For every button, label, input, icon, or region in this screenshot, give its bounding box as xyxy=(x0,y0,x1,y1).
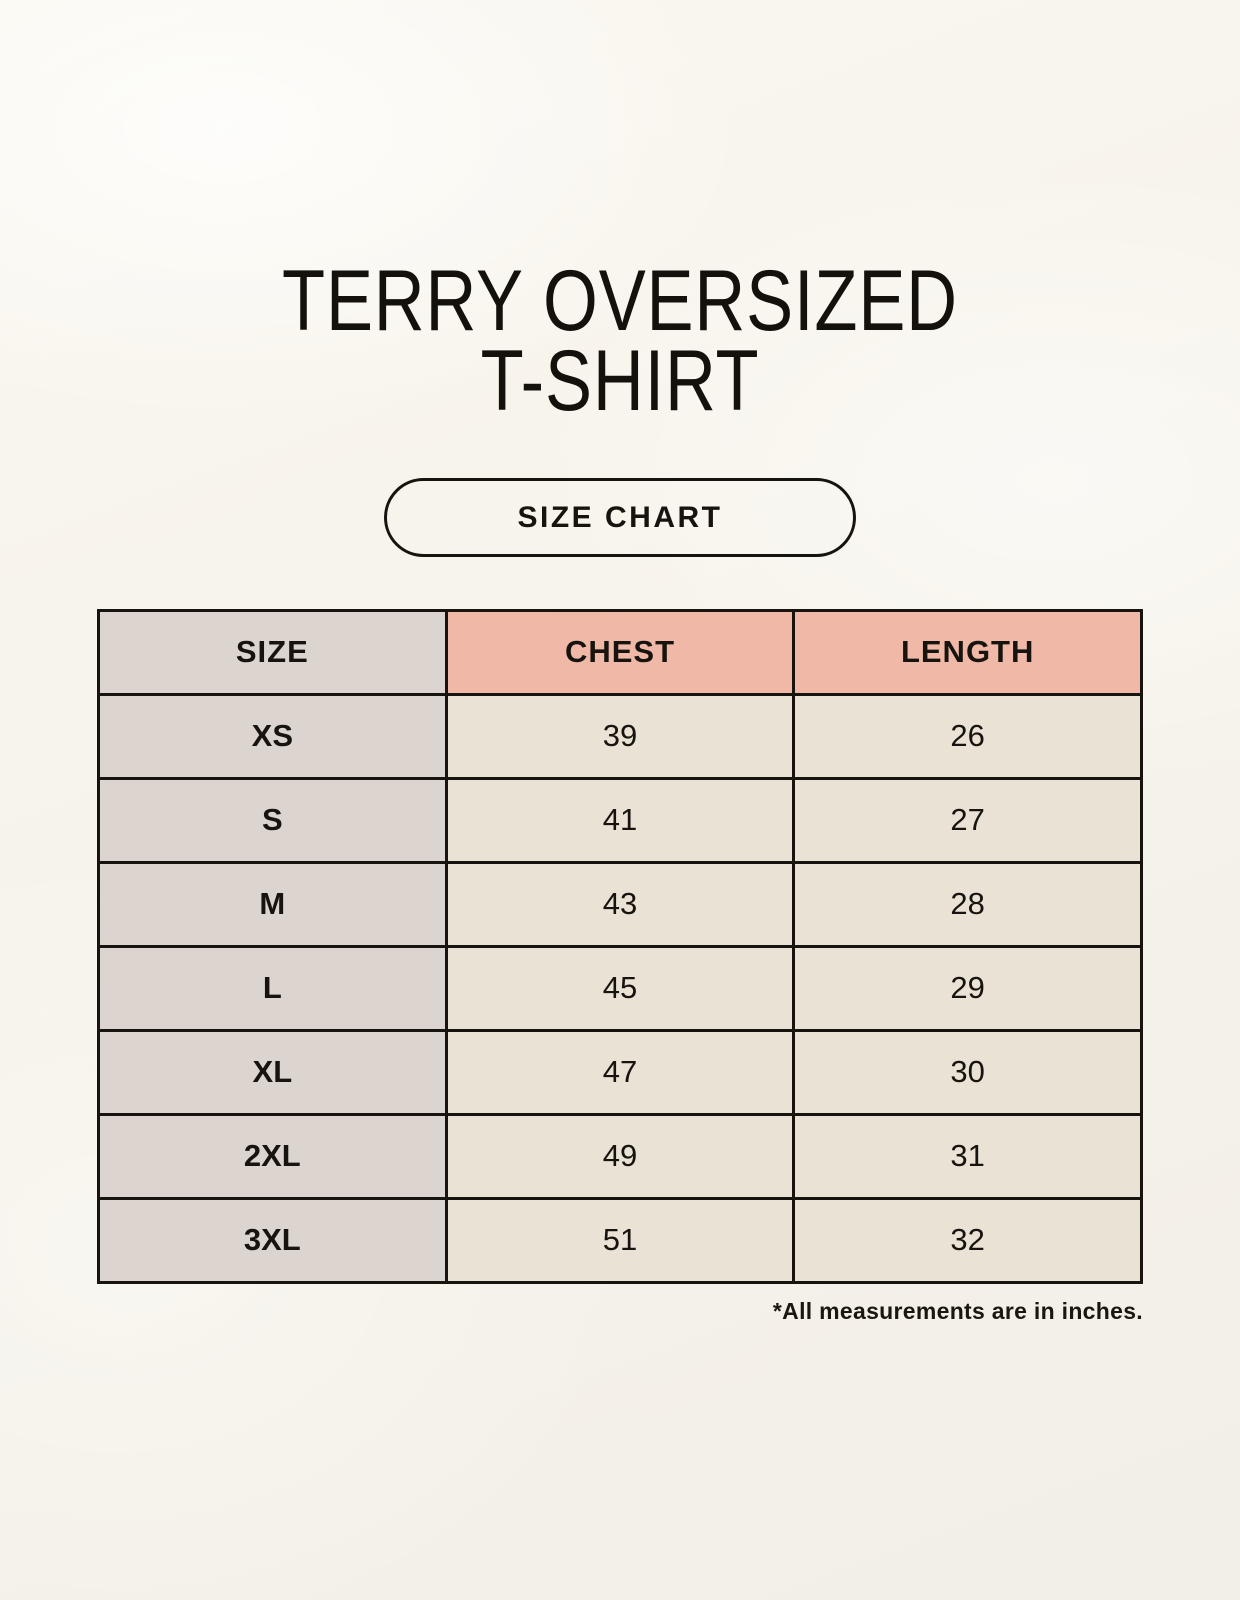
chest-value: 41 xyxy=(444,776,796,864)
page-title: TERRY OVERSIZED T-SHIRT xyxy=(112,253,1129,429)
size-label: L xyxy=(97,944,448,1032)
table-header-row: SIZE CHEST LENGTH xyxy=(97,608,1143,696)
chest-value: 47 xyxy=(444,1028,796,1116)
size-table: SIZE CHEST LENGTH XS 39 26 S 41 27 M 43 … xyxy=(97,608,1143,1284)
column-header-size: SIZE xyxy=(97,608,448,696)
size-label: S xyxy=(97,776,448,864)
size-label: M xyxy=(97,860,448,948)
table-row-s: S 41 27 xyxy=(97,776,1143,864)
column-header-length: LENGTH xyxy=(792,608,1143,696)
size-label: XS xyxy=(97,692,448,780)
table-row-l: L 45 29 xyxy=(97,944,1143,1032)
size-label: 2XL xyxy=(97,1112,448,1200)
size-chart-button[interactable]: SIZE CHART xyxy=(384,477,856,557)
chest-value: 43 xyxy=(444,860,796,948)
table-row-m: M 43 28 xyxy=(97,860,1143,948)
length-value: 31 xyxy=(792,1112,1143,1200)
chest-value: 49 xyxy=(444,1112,796,1200)
page-title-line1: TERRY OVERSIZED xyxy=(282,253,958,349)
chest-value: 39 xyxy=(444,692,796,780)
chest-value: 51 xyxy=(444,1196,796,1284)
chest-value: 45 xyxy=(444,944,796,1032)
length-value: 26 xyxy=(792,692,1143,780)
column-header-chest: CHEST xyxy=(444,608,796,696)
page-title-line2: T-SHIRT xyxy=(480,332,760,429)
table-row-xl: XL 47 30 xyxy=(97,1028,1143,1116)
table-row-2xl: 2XL 49 31 xyxy=(97,1112,1143,1200)
length-value: 32 xyxy=(792,1196,1143,1284)
table-row-xs: XS 39 26 xyxy=(97,692,1143,780)
length-value: 27 xyxy=(792,776,1143,864)
measurements-footnote: *All measurements are in inches. xyxy=(772,1297,1143,1324)
table-row-3xl: 3XL 51 32 xyxy=(97,1196,1143,1284)
length-value: 29 xyxy=(792,944,1143,1032)
size-label: 3XL xyxy=(97,1196,448,1284)
length-value: 28 xyxy=(792,860,1143,948)
size-label: XL xyxy=(97,1028,448,1116)
length-value: 30 xyxy=(792,1028,1143,1116)
